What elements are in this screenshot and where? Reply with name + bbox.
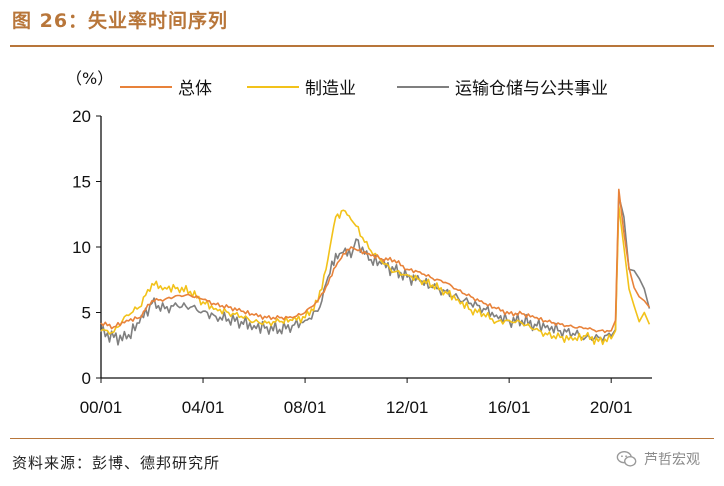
- y-tick-label: 15: [72, 173, 91, 192]
- y-tick-label: 0: [82, 369, 91, 388]
- series-line-1: [100, 205, 651, 346]
- y-tick-label: 10: [72, 238, 91, 257]
- y-tick-label: 5: [82, 304, 91, 323]
- x-tick-label: 12/01: [386, 398, 429, 417]
- plot-area: [100, 188, 651, 346]
- title-rule: [10, 45, 714, 47]
- wechat-icon: [616, 450, 637, 467]
- legend: 总体 制造业 运输仓储与公共事业: [120, 79, 608, 99]
- legend-label-0: 总体: [178, 79, 212, 99]
- y-unit-label: （%）: [66, 69, 113, 88]
- x-tick-label: 20/01: [590, 398, 633, 417]
- source-note: 资料来源：彭博、德邦研究所: [12, 454, 221, 472]
- watermark-badge: 芦哲宏观: [616, 448, 700, 470]
- figure-title: 图 26：失业率时间序列: [12, 10, 229, 32]
- x-tick-label: 00/01: [80, 398, 123, 417]
- x-tick-label: 16/01: [488, 398, 531, 417]
- chart-svg: （%） 总体 制造业 运输仓储与公共事业 0 5 10 15 20 00/01 04/01 08/…: [66, 69, 652, 417]
- series-line-0: [100, 188, 651, 334]
- x-tick-label: 08/01: [284, 398, 327, 417]
- legend-label-1: 制造业: [305, 79, 356, 99]
- y-tick-label: 20: [72, 107, 91, 126]
- watermark-text: 芦哲宏观: [644, 452, 700, 468]
- axes: 0 5 10 15 20 00/01 04/01 08/01 12/01 16/01 20/01: [72, 107, 652, 417]
- legend-label-2: 运输仓储与公共事业: [455, 79, 608, 99]
- x-tick-label: 04/01: [182, 398, 225, 417]
- series-line-2: [100, 195, 651, 346]
- footer-rule: [10, 438, 714, 439]
